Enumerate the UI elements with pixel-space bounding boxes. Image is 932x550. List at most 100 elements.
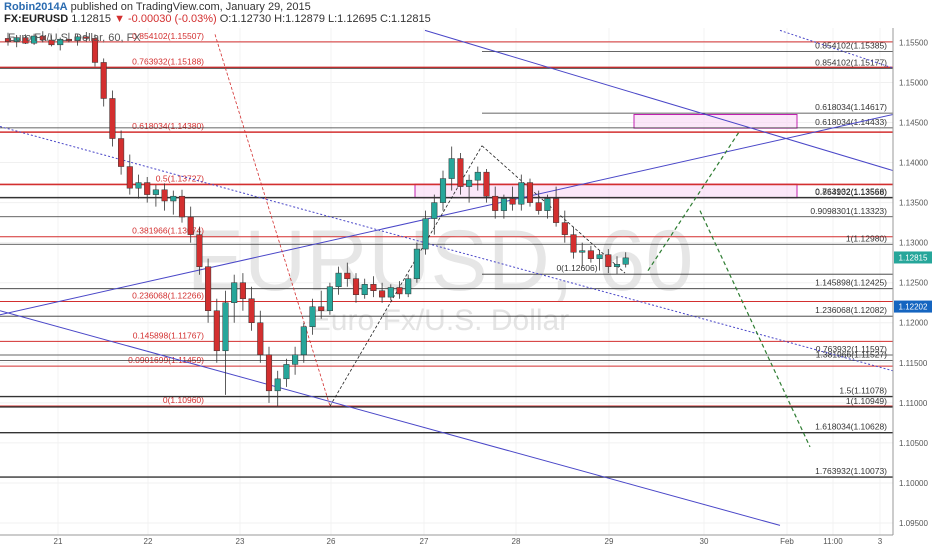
candle-body <box>509 198 516 205</box>
forecast-lines[interactable] <box>647 130 811 448</box>
candle-body <box>466 179 473 187</box>
candle-body <box>283 364 290 380</box>
candle-body <box>57 38 64 46</box>
x-tick-label: 26 <box>327 537 336 546</box>
candle-body <box>309 306 316 328</box>
y-tick-label: 1.12000 <box>899 319 928 328</box>
candle-body <box>91 38 99 63</box>
candle-body <box>152 189 159 195</box>
channel-line <box>0 114 894 316</box>
watermark-name: Euro Fx/U.S. Dollar <box>311 304 569 337</box>
fib-label-right: 0.763932(1.13566) <box>815 186 887 196</box>
symbol-label: FX:EURUSD <box>4 13 69 25</box>
x-tick-label: 23 <box>236 537 245 546</box>
candle-body <box>292 354 299 365</box>
fib-label-right: 1(1.12980) <box>846 233 887 243</box>
x-tick-label: 3 <box>878 537 883 546</box>
publish-line: Robin2014A published on TradingView.com,… <box>4 1 311 13</box>
candle-body <box>300 326 307 356</box>
fib-label-left: 0.145898(1.11767) <box>133 330 204 340</box>
quote-line: FX:EURUSD 1.12815 ▼ -0.00030 (-0.03%) O:… <box>4 13 431 25</box>
fib-label-right: 1(1.10949) <box>846 396 887 406</box>
candle-body <box>370 284 377 291</box>
candle-body <box>126 166 133 189</box>
fib-label-left: 0.763932(1.15188) <box>132 56 204 66</box>
fib-label-right: 1.381966(1.11527) <box>816 350 887 360</box>
low-value: L:1.12695 <box>328 13 377 25</box>
fib-label-right: 1.145898(1.12425) <box>815 278 887 288</box>
chart-header: Robin2014A published on TradingView.com,… <box>0 0 932 26</box>
candle-body <box>118 138 125 167</box>
candle-body <box>144 182 151 195</box>
x-tick-label: 30 <box>700 537 709 546</box>
candle-body <box>65 38 72 42</box>
fib-label-right: 1.763932(1.10073) <box>815 466 887 476</box>
candle-body <box>196 234 203 267</box>
candle-body <box>570 234 577 253</box>
y-tick-label: 1.10500 <box>899 439 928 448</box>
candle-body <box>265 354 273 392</box>
fib-levels[interactable]: 0.854102(1.15507) 0.763932(1.15188) 0.6180… <box>0 31 893 478</box>
candle-body <box>83 36 90 39</box>
candle-body <box>31 35 38 44</box>
fib-label-right: 1.236068(1.12082) <box>815 305 887 315</box>
candlestick-series <box>4 31 629 407</box>
fib-label-right: 0.854102(1.15177) <box>815 57 887 67</box>
candle-body <box>535 202 542 211</box>
fib-label-left: 0.236068(1.12266) <box>132 290 204 300</box>
candle-body <box>231 282 238 303</box>
candle-body <box>500 198 507 211</box>
fib-label-right: 0.618034(1.14433) <box>815 117 887 127</box>
candle-body <box>579 250 586 253</box>
channel-line <box>424 29 894 172</box>
candle-body <box>596 254 603 259</box>
x-tick-label: 29 <box>605 537 614 546</box>
candle-body <box>39 35 46 41</box>
y-tick-label: 1.14500 <box>899 119 928 128</box>
candle-body <box>387 287 394 298</box>
candle-body <box>457 158 464 187</box>
candle-body <box>257 322 264 356</box>
fib-label-right: 0.618034(1.14617) <box>815 102 887 112</box>
channel-line <box>0 310 781 526</box>
candle-body <box>239 282 246 299</box>
last-price: 1.12815 <box>71 13 111 25</box>
y-tick-label: 1.13500 <box>899 199 928 208</box>
candle-body <box>100 62 107 99</box>
highlight-zone <box>633 114 798 129</box>
candle-body <box>205 266 212 311</box>
y-tick-label: 1.13000 <box>899 239 928 248</box>
candle-body <box>335 272 342 287</box>
highlight-zone <box>414 183 798 199</box>
candle-body <box>178 195 186 218</box>
price-marker-label: 1.12815 <box>899 253 928 262</box>
candle-body <box>4 38 12 42</box>
axes: 1.15500 1.15000 1.14500 1.14000 1.13500 1.130… <box>0 28 932 546</box>
candle-body <box>361 284 368 295</box>
fib-label-left: 0.618034(1.14380) <box>132 121 204 131</box>
fib-label-right: 0.854102(1.13558) <box>815 187 887 197</box>
watermark: EURUSD, 60 Euro Fx/U.S. Dollar <box>187 213 694 337</box>
candle-body <box>187 216 194 235</box>
fib-label-right: 1.618034(1.10628) <box>815 422 887 432</box>
candle-body <box>74 36 81 42</box>
fib-label-right: 0.9098301(1.13323) <box>810 206 887 216</box>
candle-body <box>213 310 220 352</box>
candle-body <box>352 278 360 295</box>
author-link[interactable]: Robin2014A <box>4 1 68 13</box>
close-value: C:1.12815 <box>380 13 431 25</box>
pattern-line <box>329 145 483 407</box>
fib-label-left: 0.0901699(1.11459) <box>128 355 204 365</box>
y-tick-label: 1.15500 <box>899 38 928 47</box>
candle-body <box>422 218 429 250</box>
x-tick-label: 28 <box>512 537 521 546</box>
fib-label-right: 1.5(1.11078) <box>839 386 887 396</box>
candle-body <box>248 298 255 323</box>
candle-body <box>431 202 438 219</box>
x-tick-label: 11:00 <box>823 537 843 546</box>
y-tick-label: 1.11000 <box>899 399 928 408</box>
fib-label-right: 0.854102(1.15385) <box>815 41 887 51</box>
candle-body <box>587 250 594 259</box>
candle-body <box>613 264 621 267</box>
